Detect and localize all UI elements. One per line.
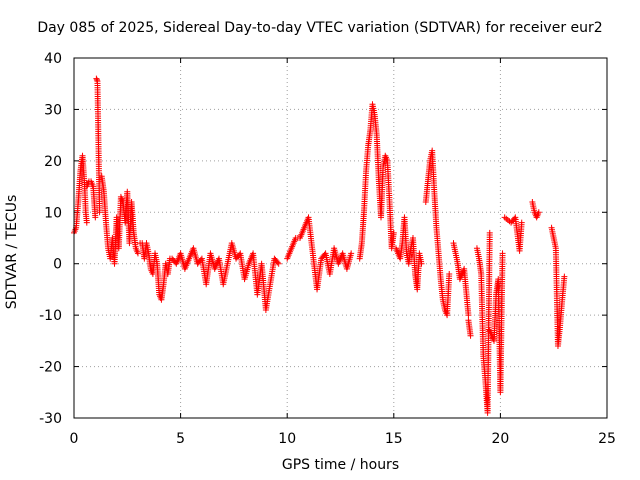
data-point xyxy=(418,260,425,267)
data-point xyxy=(467,332,474,339)
y-tick-label: 30 xyxy=(44,102,62,118)
data-point xyxy=(134,250,141,257)
axis-ticks: 0 5 10 15 20 25 -30 -20 -10 0 10 20 30 40 xyxy=(39,51,616,447)
y-axis-label: SDTVAR / TECUs xyxy=(4,194,20,310)
data-point xyxy=(83,219,90,226)
y-tick-label: -10 xyxy=(39,308,62,324)
data-point xyxy=(92,214,99,221)
data-point xyxy=(465,312,472,319)
data-points xyxy=(71,75,568,416)
plot-frame xyxy=(73,57,608,419)
y-tick-label: -30 xyxy=(39,411,62,427)
x-tick-label: 15 xyxy=(385,431,403,447)
data-point xyxy=(197,256,204,263)
y-tick-label: -20 xyxy=(39,360,62,376)
data-point xyxy=(561,273,568,280)
y-tick-label: 10 xyxy=(44,205,62,221)
data-point xyxy=(93,75,100,82)
data-point xyxy=(236,251,243,258)
data-point xyxy=(93,76,100,83)
data-point xyxy=(486,229,493,236)
data-point xyxy=(96,209,103,216)
data-point xyxy=(446,271,453,277)
y-tick-label: 20 xyxy=(44,154,62,170)
data-point xyxy=(535,209,542,216)
data-point xyxy=(274,259,281,266)
y-tick-label: 0 xyxy=(53,257,62,273)
data-point xyxy=(348,250,355,257)
data-point xyxy=(275,260,282,267)
data-point xyxy=(390,229,397,236)
x-tick-label: 25 xyxy=(598,431,616,447)
chart-title: Day 085 of 2025, Sidereal Day-to-day VTE… xyxy=(37,20,603,36)
x-tick-label: 10 xyxy=(278,431,296,447)
data-point xyxy=(518,219,525,226)
x-tick-label: 0 xyxy=(70,431,79,447)
x-axis-label: GPS time / hours xyxy=(281,457,400,473)
y-tick-label: 40 xyxy=(44,51,62,67)
x-tick-label: 20 xyxy=(491,431,509,447)
data-point xyxy=(499,250,506,257)
x-tick-label: 5 xyxy=(176,431,185,447)
